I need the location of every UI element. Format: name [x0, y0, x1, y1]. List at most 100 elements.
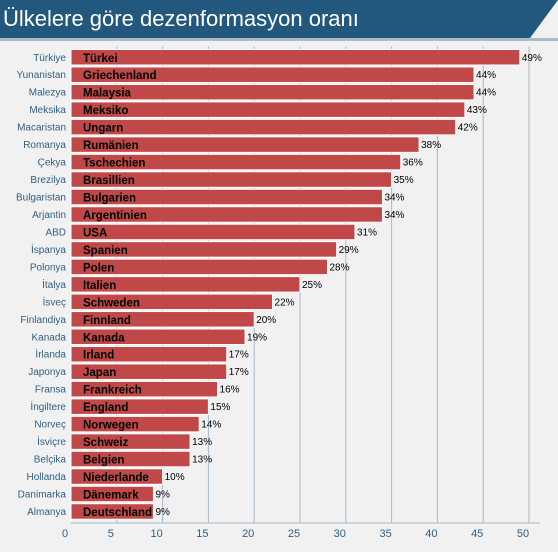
category-label: Norveç	[34, 420, 66, 431]
data-label: 13%	[192, 437, 212, 448]
data-label: 10%	[165, 472, 185, 483]
category-label: Meksika	[29, 105, 66, 116]
bar	[70, 101, 466, 118]
data-label: 43%	[467, 105, 487, 116]
bar-name-label: Dänemark	[83, 490, 139, 502]
bar	[70, 415, 200, 433]
data-label: 17%	[229, 367, 249, 378]
category-label: Malezya	[29, 88, 67, 99]
data-label: 16%	[220, 385, 240, 396]
category-label: İrlanda	[35, 348, 66, 361]
bar	[70, 171, 393, 188]
data-label: 19%	[247, 332, 267, 343]
bar-name-label: Spanien	[83, 245, 128, 257]
data-label: 35%	[394, 175, 414, 186]
data-label: 13%	[192, 455, 212, 466]
bar	[70, 363, 228, 380]
category-label: İngiltere	[30, 400, 66, 413]
bar-name-label: Griechenland	[83, 70, 157, 82]
bar	[70, 433, 191, 450]
bar-name-label: Schweden	[83, 297, 140, 309]
x-tick-label: 35	[379, 528, 391, 540]
data-label: 25%	[302, 280, 322, 291]
bar	[70, 206, 383, 223]
bar-name-label: Belgien	[83, 455, 125, 467]
data-label: 38%	[421, 140, 441, 151]
bar-name-label: Meksiko	[83, 105, 128, 117]
bar-name-label: Türkei	[83, 53, 118, 65]
x-tick-label: 20	[242, 528, 254, 540]
category-label: Fransa	[35, 385, 67, 396]
bar	[70, 485, 154, 503]
title-corner-decoration	[530, 0, 558, 38]
x-tick-label: 50	[517, 528, 529, 540]
category-label: ABD	[45, 227, 66, 238]
bar	[70, 49, 521, 66]
category-label: İtalya	[42, 278, 66, 291]
bar-name-label: Schweiz	[83, 437, 129, 449]
data-label: 34%	[384, 193, 404, 204]
category-label: Polonya	[30, 262, 67, 273]
title-accent-line	[0, 38, 558, 41]
bar	[70, 398, 209, 415]
data-label: 49%	[522, 53, 542, 64]
bar-name-label: Irland	[83, 350, 114, 362]
bar	[70, 153, 402, 171]
data-label: 29%	[339, 245, 359, 256]
bar	[70, 468, 164, 485]
bar-name-label: Malaysia	[83, 88, 132, 100]
bar	[70, 118, 457, 136]
category-label: Macaristan	[17, 123, 66, 134]
category-label: Japonya	[28, 367, 66, 378]
category-label: Kanada	[32, 332, 67, 343]
bar-chart: 0 5 10 15 20 25 30 35 40 45 50 Türkiye Türkei 49% Yuna…	[16, 46, 542, 540]
data-label: 44%	[476, 88, 496, 99]
category-label: İspanya	[31, 243, 66, 256]
bar	[70, 276, 301, 293]
bar-name-label: Japan	[83, 367, 116, 379]
category-label: Almanya	[27, 507, 66, 518]
bar	[70, 503, 154, 520]
category-label: Danimarka	[18, 490, 67, 501]
x-tick-label: 15	[196, 528, 208, 540]
category-label: Bulgaristan	[16, 193, 66, 204]
bar-name-label: Ungarn	[83, 123, 123, 135]
data-label: 22%	[275, 297, 295, 308]
bar-name-label: Polen	[83, 262, 114, 274]
category-label: İsveç	[43, 295, 66, 308]
data-label: 15%	[210, 402, 230, 413]
bar-name-label: Kanada	[83, 332, 125, 344]
bar-name-label: Tschechien	[83, 158, 145, 170]
bar-name-label: Deutschland	[83, 507, 152, 519]
data-label: 34%	[384, 210, 404, 221]
bar-name-label: Italien	[83, 280, 116, 292]
bar-name-label: England	[83, 402, 128, 414]
bar	[70, 66, 475, 83]
x-tick-label: 0	[62, 528, 68, 540]
x-tick-label: 45	[471, 528, 483, 540]
category-label: Belçika	[34, 455, 67, 466]
bar	[70, 188, 383, 206]
data-label: 36%	[403, 158, 423, 169]
data-label: 14%	[201, 420, 221, 431]
x-tick-label: 5	[108, 528, 114, 540]
bar	[70, 83, 475, 101]
data-label: 44%	[476, 70, 496, 81]
bar	[70, 450, 191, 468]
bar-name-label: Frankreich	[83, 385, 142, 397]
bar	[70, 345, 228, 363]
x-tick-label: 10	[150, 528, 162, 540]
category-label: Finlandiya	[20, 315, 66, 326]
bar-name-label: USA	[83, 227, 107, 239]
data-label: 42%	[458, 123, 478, 134]
data-label: 9%	[155, 490, 170, 501]
category-label: Türkiye	[33, 53, 66, 64]
data-label: 20%	[256, 315, 276, 326]
bar-name-label: Argentinien	[83, 210, 147, 222]
chart-title: Ülkelere göre dezenformasyon oranı	[0, 0, 530, 38]
bar	[70, 380, 219, 398]
category-label: Yunanistan	[17, 70, 67, 81]
bar-name-label: Rumänien	[83, 140, 139, 152]
bar-name-label: Niederlande	[83, 472, 149, 484]
bar	[70, 328, 246, 346]
